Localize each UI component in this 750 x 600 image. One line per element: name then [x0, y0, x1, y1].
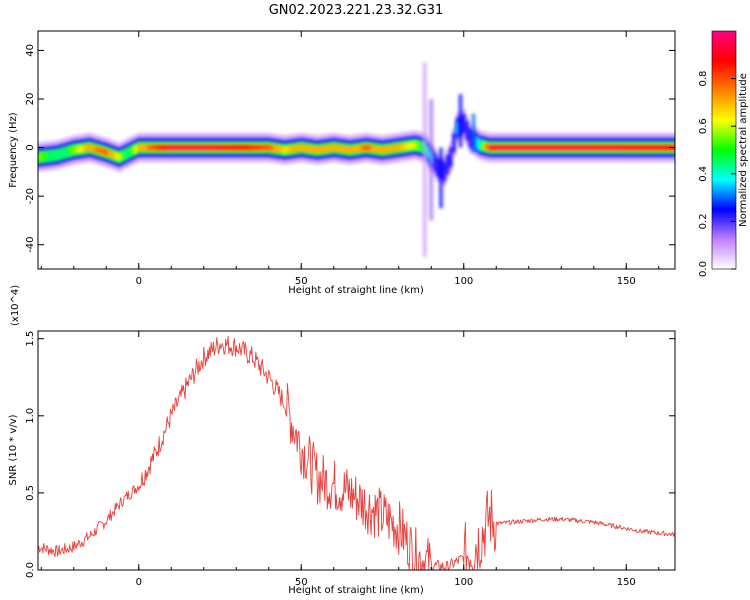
- y-tick-label: 40: [25, 44, 36, 57]
- x-tick-label: 50: [295, 276, 308, 287]
- y-tick-label: 20: [25, 93, 36, 106]
- snr-xlabel: Height of straight line (km): [288, 585, 424, 596]
- snr-ylabel: SNR (10 * v/v): [8, 414, 19, 485]
- x-tick-label: 100: [454, 276, 473, 287]
- spectrogram-band-4: [94, 144, 675, 155]
- snr-scale-note: (x10^4): [10, 285, 21, 326]
- x-tick-label: 0: [136, 577, 142, 588]
- y-tick-label: 1.0: [25, 408, 36, 424]
- colorbar-tick-label: 0.4: [698, 166, 709, 182]
- y-tick-label: 1.5: [25, 331, 36, 347]
- spectrogram-ticks: 0 50 100 150 -40 -20 0 20 40: [25, 31, 675, 287]
- x-tick-label: 150: [617, 276, 636, 287]
- x-tick-label: 50: [295, 577, 308, 588]
- colorbar-tick-label: 0.2: [698, 213, 709, 229]
- colorbar: 0.0 0.2 0.4 0.6 0.8 Normalized spectral ampl…: [698, 30, 749, 277]
- spectrogram-ylabel: Frequency (Hz): [8, 112, 19, 188]
- spectrogram-frame: [37, 30, 676, 270]
- snr-series-line: [38, 335, 675, 570]
- colorbar-tick-label: 0.6: [698, 118, 709, 134]
- spectrogram-xlabel: Height of straight line (km): [288, 285, 424, 296]
- x-tick-label: 100: [454, 577, 473, 588]
- snr-plot-area: [38, 331, 675, 570]
- figure-title: GN02.2023.221.23.32.G31: [269, 3, 444, 18]
- snr-panel: 0 50 100 150 0.0 0.5 1.0 1.5 Height of straight…: [8, 285, 676, 596]
- x-tick-label: 150: [617, 577, 636, 588]
- colorbar-tick-label: 0.0: [698, 261, 709, 277]
- spectrogram-dispersion: [422, 62, 476, 257]
- spectrogram-heatmap: [38, 62, 675, 257]
- y-tick-label: -20: [25, 188, 36, 204]
- y-tick-label: 0: [25, 144, 36, 150]
- y-tick-label: 0.0: [25, 562, 36, 578]
- colorbar-ticks: 0.0 0.2 0.4 0.6 0.8: [698, 71, 736, 277]
- y-tick-label: -40: [25, 237, 36, 253]
- snr-ticks: 0 50 100 150 0.0 0.5 1.0 1.5: [25, 331, 675, 588]
- y-tick-label: 0.5: [25, 485, 36, 501]
- colorbar-tick-label: 0.8: [698, 71, 709, 87]
- snr-frame: [37, 330, 676, 571]
- x-tick-label: 0: [136, 276, 142, 287]
- spectrogram-panel: 0 50 100 150 -40 -20 0 20 40 Height of straight …: [8, 30, 676, 296]
- colorbar-label: Normalized spectral amplitude: [738, 73, 749, 227]
- colorbar-gradient: [711, 30, 737, 270]
